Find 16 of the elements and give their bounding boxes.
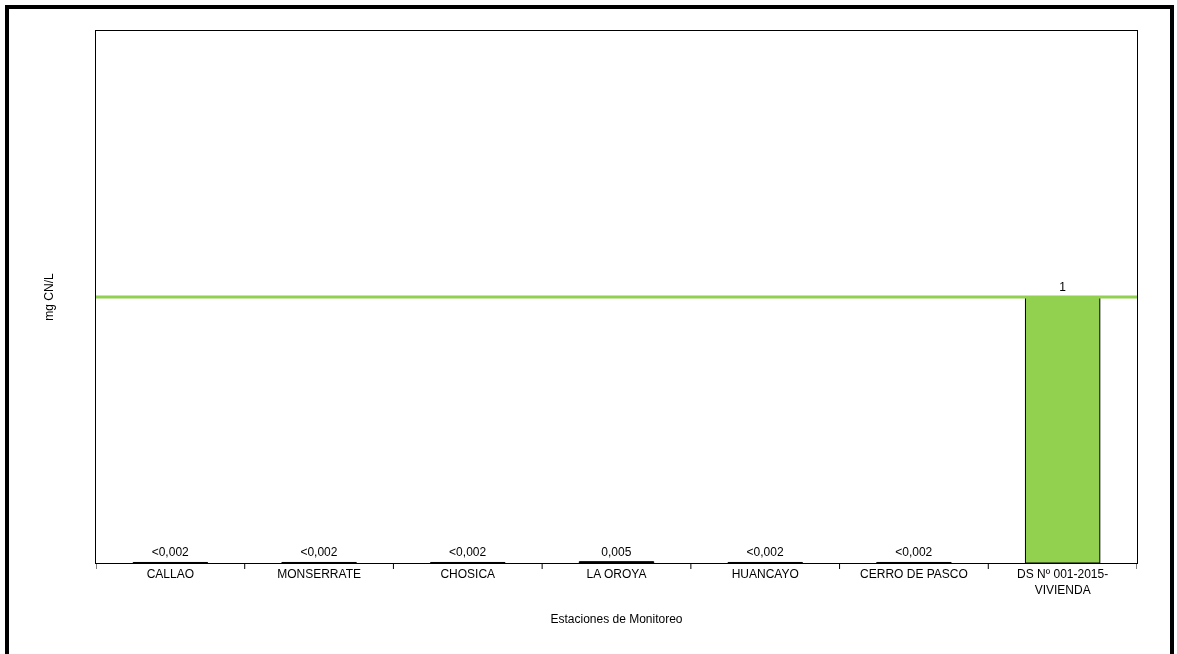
x-tick-label: CALLAO <box>146 567 195 582</box>
data-label: <0,002 <box>151 545 190 560</box>
x-tick-label: DS Nº 001-2015-VIVIENDA <box>1017 567 1109 597</box>
x-axis-title: Estaciones de Monitoreo <box>550 611 683 626</box>
x-tick-label: CHOSICA <box>440 567 496 582</box>
data-label: 0,005 <box>601 544 632 559</box>
y-axis-title: mg CN/L <box>42 273 57 321</box>
x-tick-label: HUANCAYO <box>731 567 799 582</box>
data-label: 1 <box>1059 280 1067 294</box>
data-label: <0,002 <box>449 545 487 560</box>
data-label: <0,002 <box>746 545 784 560</box>
data-label: <0,002 <box>300 545 338 560</box>
x-tick-label: CERRO DE PASCO <box>860 567 968 582</box>
x-tick-label: LA OROYA <box>586 567 647 582</box>
x-tick-label: MONSERRATE <box>277 567 361 582</box>
data-label: <0,002 <box>895 545 933 560</box>
